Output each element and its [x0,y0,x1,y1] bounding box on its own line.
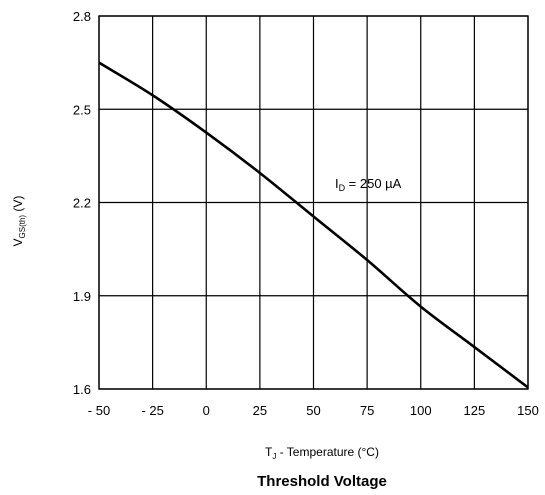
grid-layer [98,15,529,390]
y-tick-label: 1.6 [73,382,91,397]
plot-frame [98,15,529,390]
y-tick-label: 2.8 [73,9,91,24]
x-tick-label: - 50 [88,403,110,418]
annotation-rest: = 250 µA [345,176,402,191]
x-axis-label: TJ - Temperature (°C) [265,445,379,461]
x-tick-label: - 25 [141,403,163,418]
x-tick-label: 125 [464,403,486,418]
y-axis-label: VGS(th) (V) [11,196,27,247]
y-tick-label: 1.9 [73,289,91,304]
annotation-sub: D [339,183,346,193]
chart-title: Threshold Voltage [257,473,387,490]
x-tick-label: 0 [203,403,210,418]
y-tick-label: 2.5 [73,102,91,117]
series-line [98,61,529,389]
series-layer [98,61,529,389]
x-tick-label: 100 [410,403,432,418]
x-axis-label-sub: J [272,452,276,461]
annotation-main: I [335,176,339,191]
curve-annotation: ID = 250 µA [335,176,402,193]
x-tick-label: 25 [253,403,267,418]
y-axis-label-sub: GS(th) [18,215,27,239]
y-tick-label: 2.2 [73,196,91,211]
x-tick-label: 75 [360,403,374,418]
x-tick-label: 150 [517,403,539,418]
y-axis-label-rest: (V) [11,196,25,215]
annotation-layer: ID = 250 µA [335,176,402,193]
x-axis-label-main: T [265,445,273,459]
tick-layer: - 50 - 25 0 25 50 75 100 125 150 1.6 1.9 2.2 2.5 2.8 [73,9,539,418]
x-axis-label-rest: - Temperature (°C) [276,445,379,459]
x-tick-label: 50 [306,403,320,418]
y-axis-label-main: V [11,238,25,246]
